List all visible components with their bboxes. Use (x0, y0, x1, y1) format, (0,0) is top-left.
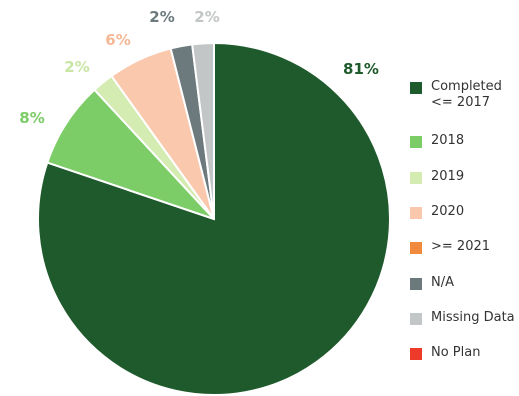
pie-data-label: 8% (19, 109, 44, 127)
legend-swatch (410, 242, 422, 254)
legend-label: 2020 (431, 204, 465, 219)
pie-data-label: 2% (194, 8, 219, 26)
pie-data-label: 2% (149, 8, 174, 26)
legend-swatch (410, 136, 422, 148)
legend-label: >= 2021 (431, 239, 491, 254)
pie-data-label: 2% (64, 58, 89, 76)
pie-data-label: 6% (105, 31, 130, 49)
legend-label: Missing Data (431, 310, 515, 325)
legend-swatch (410, 82, 422, 94)
pie-slice-missing-data (191, 41, 215, 220)
legend-label: Completed <= 2017 (431, 79, 502, 110)
pie-data-label: 81% (343, 60, 379, 78)
legend-swatch (410, 278, 422, 290)
legend-label: N/A (431, 275, 454, 290)
legend-swatch (410, 313, 422, 325)
pie-slices (37, 41, 391, 396)
legend-swatch (410, 207, 422, 219)
legend-label: No Plan (431, 345, 481, 360)
pie-data-labels: 81% 8% 2% 6% 2% 2% (19, 8, 379, 127)
legend-label: 2019 (431, 169, 465, 184)
legend-swatch (410, 172, 422, 184)
legend-swatch (410, 348, 422, 360)
legend-label: 2018 (431, 133, 465, 148)
pie-slice-completed-2017 (37, 41, 391, 396)
